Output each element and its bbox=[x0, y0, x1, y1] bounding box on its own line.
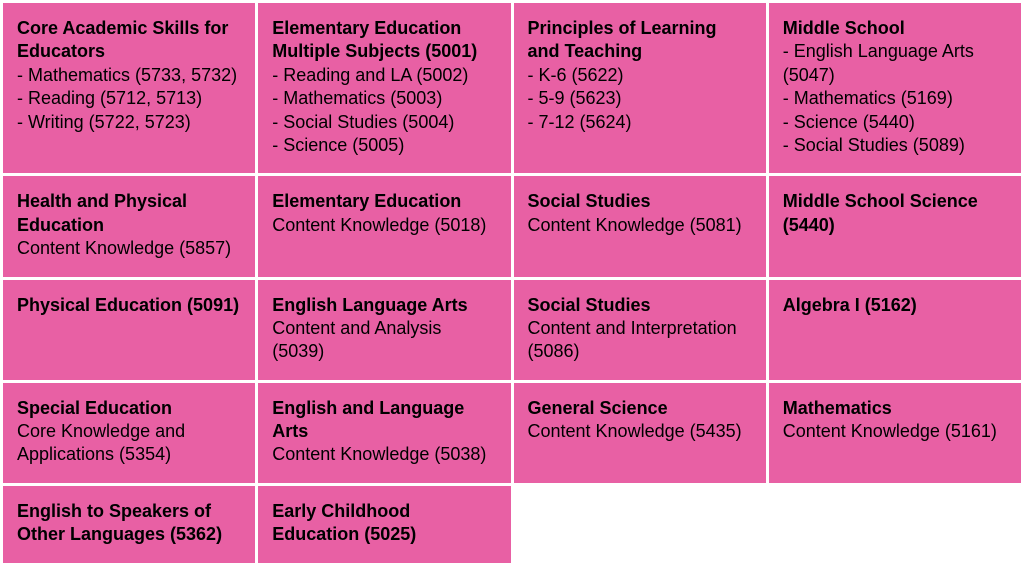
exam-subline: Core Knowledge and Applications (5354) bbox=[17, 420, 241, 467]
exam-subline: - Reading and LA (5002) bbox=[272, 64, 496, 87]
exam-cell: Social StudiesContent and Interpretation… bbox=[514, 280, 766, 380]
exam-cell: Special EducationCore Knowledge and Appl… bbox=[3, 383, 255, 483]
exam-cell: English to Speakers of Other Languages (… bbox=[3, 486, 255, 563]
exam-cell: Elementary Education Multiple Subjects (… bbox=[258, 3, 510, 173]
exam-subline: - Writing (5722, 5723) bbox=[17, 111, 241, 134]
exam-subline: Content Knowledge (5018) bbox=[272, 214, 496, 237]
exam-title: Middle School Science (5440) bbox=[783, 190, 1007, 237]
exam-cell: Health and Physical EducationContent Kno… bbox=[3, 176, 255, 276]
exam-subline: - English Language Arts (5047) bbox=[783, 40, 1007, 87]
exam-title: Elementary Education bbox=[272, 190, 496, 213]
exam-cell: Early Childhood Education (5025) bbox=[258, 486, 510, 563]
exam-subline: - Social Studies (5004) bbox=[272, 111, 496, 134]
exam-cell: Middle School Science (5440) bbox=[769, 176, 1021, 276]
exam-subline: - 7-12 (5624) bbox=[528, 111, 752, 134]
exam-cell: English Language ArtsContent and Analysi… bbox=[258, 280, 510, 380]
exam-subline: Content Knowledge (5161) bbox=[783, 420, 1007, 443]
exam-subline: - Mathematics (5169) bbox=[783, 87, 1007, 110]
exam-cell: Algebra I (5162) bbox=[769, 280, 1021, 380]
exam-cell: MathematicsContent Knowledge (5161) bbox=[769, 383, 1021, 483]
exam-cell: Principles of Learning and Teaching- K-6… bbox=[514, 3, 766, 173]
exam-subline: Content Knowledge (5081) bbox=[528, 214, 752, 237]
exam-subline: Content and Analysis (5039) bbox=[272, 317, 496, 364]
exam-cell: Physical Education (5091) bbox=[3, 280, 255, 380]
exam-title: English Language Arts bbox=[272, 294, 496, 317]
exam-subline: - Science (5440) bbox=[783, 111, 1007, 134]
exam-cell: Social StudiesContent Knowledge (5081) bbox=[514, 176, 766, 276]
exam-title: Early Childhood Education (5025) bbox=[272, 500, 496, 547]
exam-subline: Content Knowledge (5857) bbox=[17, 237, 241, 260]
exam-title: Mathematics bbox=[783, 397, 1007, 420]
exam-subline: - K-6 (5622) bbox=[528, 64, 752, 87]
exam-cell: English and Language ArtsContent Knowled… bbox=[258, 383, 510, 483]
exam-title: Special Education bbox=[17, 397, 241, 420]
exam-table: Core Academic Skills for Educators- Math… bbox=[0, 0, 1024, 566]
exam-subline: Content Knowledge (5038) bbox=[272, 443, 496, 466]
exam-title: General Science bbox=[528, 397, 752, 420]
exam-cell: Elementary EducationContent Knowledge (5… bbox=[258, 176, 510, 276]
exam-title: Principles of Learning and Teaching bbox=[528, 17, 752, 64]
exam-subline: - Science (5005) bbox=[272, 134, 496, 157]
exam-title: English and Language Arts bbox=[272, 397, 496, 444]
exam-cell: Middle School- English Language Arts (50… bbox=[769, 3, 1021, 173]
exam-subline: - Mathematics (5003) bbox=[272, 87, 496, 110]
exam-subline: - Mathematics (5733, 5732) bbox=[17, 64, 241, 87]
exam-title: Social Studies bbox=[528, 294, 752, 317]
exam-title: Core Academic Skills for Educators bbox=[17, 17, 241, 64]
exam-title: Social Studies bbox=[528, 190, 752, 213]
exam-title: English to Speakers of Other Languages (… bbox=[17, 500, 241, 547]
exam-subline: Content and Interpretation (5086) bbox=[528, 317, 752, 364]
exam-title: Elementary Education Multiple Subjects (… bbox=[272, 17, 496, 64]
exam-title: Health and Physical Education bbox=[17, 190, 241, 237]
exam-subline: - 5-9 (5623) bbox=[528, 87, 752, 110]
exam-cell: Core Academic Skills for Educators- Math… bbox=[3, 3, 255, 173]
exam-subline: Content Knowledge (5435) bbox=[528, 420, 752, 443]
exam-subline: - Reading (5712, 5713) bbox=[17, 87, 241, 110]
exam-title: Physical Education (5091) bbox=[17, 294, 241, 317]
exam-title: Algebra I (5162) bbox=[783, 294, 1007, 317]
exam-title: Middle School bbox=[783, 17, 1007, 40]
exam-cell: General ScienceContent Knowledge (5435) bbox=[514, 383, 766, 483]
exam-subline: - Social Studies (5089) bbox=[783, 134, 1007, 157]
